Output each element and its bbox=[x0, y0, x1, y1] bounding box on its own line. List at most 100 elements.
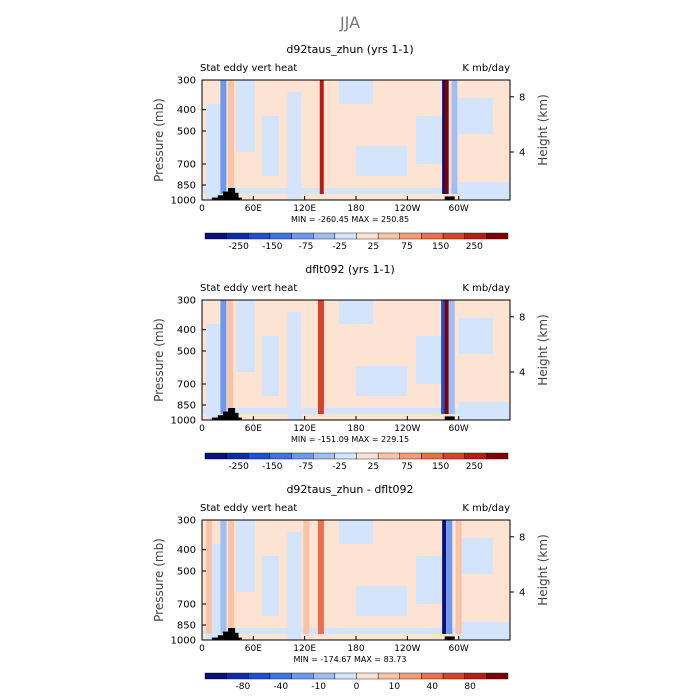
topography bbox=[222, 631, 230, 640]
colorbar-swatch bbox=[442, 232, 465, 240]
y2axis-label: Height (km) bbox=[536, 94, 550, 165]
colorbar-swatch bbox=[486, 452, 509, 460]
data-feature bbox=[451, 80, 458, 194]
contour-patch bbox=[236, 300, 256, 372]
chart-panel-3: d92taus_zhun - dflt092 Stat eddy vert hea… bbox=[152, 483, 550, 692]
colorbar-label: -75 bbox=[299, 462, 314, 472]
y2axis-label: Height (km) bbox=[536, 314, 550, 385]
data-feature bbox=[228, 520, 235, 634]
colorbar-swatch bbox=[248, 452, 271, 460]
colorbar-swatch bbox=[334, 452, 357, 460]
ytick-label: 1000 bbox=[171, 416, 196, 427]
panel-right-label: K mb/day bbox=[462, 283, 510, 294]
yaxis-label: Pressure (mb) bbox=[152, 318, 166, 402]
data-feature bbox=[205, 520, 212, 634]
ytick-label: 850 bbox=[177, 401, 196, 412]
contour-patch bbox=[287, 532, 302, 640]
data-feature bbox=[319, 80, 324, 194]
panel-right-label: K mb/day bbox=[462, 503, 510, 514]
contour-patch bbox=[202, 188, 510, 194]
contour-patch bbox=[202, 628, 510, 634]
colorbar-label: 150 bbox=[432, 242, 449, 252]
panel-left-label: Stat eddy vert heat bbox=[200, 63, 297, 74]
data-feature bbox=[220, 80, 227, 194]
topography bbox=[217, 415, 225, 420]
topography bbox=[234, 637, 242, 640]
colorbar-swatch bbox=[421, 232, 444, 240]
colorbar-label: 0 bbox=[354, 682, 360, 692]
colorbar-label: -25 bbox=[332, 462, 347, 472]
ytick-label: 400 bbox=[177, 325, 196, 336]
ytick-label: 500 bbox=[177, 127, 196, 138]
data-feature bbox=[317, 520, 324, 634]
xtick-label: 0 bbox=[199, 424, 205, 434]
topography bbox=[217, 635, 225, 640]
contour-patch bbox=[261, 336, 279, 396]
panel-title: d92taus_zhun - dflt092 bbox=[286, 483, 413, 496]
xtick-label: 120E bbox=[293, 204, 316, 214]
colorbar-swatch bbox=[313, 672, 336, 680]
ytick-label: 500 bbox=[177, 567, 196, 578]
contour-patch bbox=[458, 318, 493, 354]
colorbar-swatch bbox=[269, 232, 292, 240]
ytick-label: 300 bbox=[177, 76, 196, 87]
ytick-label: 400 bbox=[177, 105, 196, 116]
y2tick-label: 4 bbox=[519, 148, 525, 159]
colorbar-swatch bbox=[226, 452, 249, 460]
ytick-label: 400 bbox=[177, 545, 196, 556]
data-feature bbox=[455, 520, 462, 634]
data-feature bbox=[220, 300, 227, 414]
xtick-label: 60E bbox=[245, 644, 262, 654]
ytick-label: 300 bbox=[177, 296, 196, 307]
xtick-label: 60W bbox=[448, 204, 468, 214]
colorbar-label: 40 bbox=[427, 682, 439, 692]
data-feature bbox=[442, 80, 447, 194]
colorbar-swatch bbox=[313, 232, 336, 240]
topography bbox=[222, 411, 230, 420]
colorbar: -250 -150 -75 -25 25 75 150 250 bbox=[204, 232, 509, 252]
topography bbox=[211, 417, 219, 420]
colorbar-swatch bbox=[204, 232, 227, 240]
colorbar-label: 25 bbox=[368, 462, 379, 472]
contour-patch bbox=[338, 520, 374, 544]
colorbar-label: -10 bbox=[311, 682, 326, 692]
y2axis-label: Height (km) bbox=[536, 534, 550, 605]
data-feature bbox=[317, 300, 324, 414]
contour-patch bbox=[415, 116, 442, 164]
topography bbox=[211, 197, 219, 200]
colorbar-label: -250 bbox=[228, 462, 249, 472]
contour-patch bbox=[236, 520, 256, 592]
colorbar-swatch bbox=[204, 672, 227, 680]
colorbar-label: -25 bbox=[332, 242, 347, 252]
topography bbox=[211, 637, 219, 640]
panel-title: dflt092 (yrs 1-1) bbox=[305, 263, 395, 276]
topography bbox=[231, 412, 239, 420]
contour-patch bbox=[356, 146, 408, 176]
colorbar-swatch bbox=[377, 452, 400, 460]
ytick-label: 850 bbox=[177, 181, 196, 192]
chart-panel-2: dflt092 (yrs 1-1) Stat eddy vert heat K mb… bbox=[152, 263, 550, 472]
contour-patch bbox=[206, 324, 222, 420]
xtick-label: 60E bbox=[245, 424, 262, 434]
data-feature bbox=[444, 80, 449, 194]
xtick-label: 60W bbox=[448, 644, 468, 654]
colorbar-label: 10 bbox=[389, 682, 401, 692]
topography bbox=[231, 192, 239, 200]
contour-patch bbox=[458, 538, 493, 574]
colorbar-label: 25 bbox=[368, 242, 379, 252]
colorbar-swatch bbox=[421, 672, 444, 680]
colorbar-label: 250 bbox=[466, 462, 483, 472]
xtick-label: 180 bbox=[347, 644, 364, 654]
xtick-label: 180 bbox=[347, 424, 364, 434]
colorbar-swatch bbox=[291, 452, 314, 460]
contour-patch bbox=[287, 312, 302, 420]
colorbar-swatch bbox=[421, 452, 444, 460]
colorbar-swatch bbox=[486, 232, 509, 240]
ytick-label: 500 bbox=[177, 347, 196, 358]
contour-patch bbox=[415, 336, 442, 384]
xtick-label: 0 bbox=[199, 204, 205, 214]
xtick-label: 120E bbox=[293, 644, 316, 654]
stats-label: MIN = -174.67 MAX = 83.73 bbox=[293, 655, 406, 664]
ytick-label: 850 bbox=[177, 621, 196, 632]
